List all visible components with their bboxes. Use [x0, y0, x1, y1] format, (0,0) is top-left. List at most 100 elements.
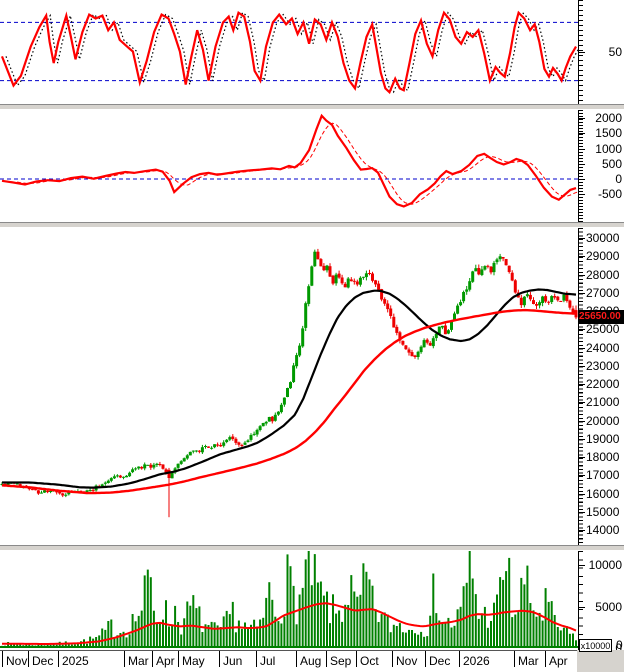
y-axis-label: 14000: [586, 523, 620, 537]
candle-body: [149, 464, 153, 468]
volume-bar: [404, 632, 407, 648]
month-label: Dec: [429, 654, 451, 668]
month-tick: [256, 651, 257, 667]
candle-body: [295, 355, 299, 367]
candle-body: [574, 310, 578, 318]
candle-body: [146, 464, 150, 466]
major-tick: [579, 457, 585, 458]
volume-bar: [28, 643, 31, 648]
candle-body: [383, 299, 387, 304]
volume-bar: [301, 587, 304, 648]
volume-bar: [52, 643, 55, 648]
volume-bar: [313, 554, 316, 648]
volume-bar: [171, 624, 174, 648]
volume-bar: [453, 625, 456, 648]
candle-wick: [362, 276, 364, 280]
volume-bar: [247, 627, 249, 648]
volume-bar: [538, 612, 541, 648]
candle-body: [434, 333, 438, 339]
volume-bar: [356, 596, 359, 648]
candle-body: [170, 472, 174, 479]
candle-body: [109, 478, 113, 481]
candle-body: [371, 273, 374, 281]
candle-body: [155, 463, 159, 465]
candle-body: [522, 296, 526, 306]
price-candles-plot[interactable]: [0, 228, 578, 545]
volume-bar: [441, 623, 444, 648]
volume-bar: [535, 616, 538, 648]
volume-bar: [122, 631, 125, 648]
major-tick: [579, 475, 585, 476]
candle-body: [507, 265, 511, 272]
volume-bar: [438, 620, 441, 648]
candle-body: [225, 439, 229, 442]
candle-body: [128, 472, 132, 477]
y-axis-label: 29000: [586, 249, 620, 263]
month-label: Apr: [156, 654, 175, 668]
candle-body: [465, 289, 469, 292]
y-axis-label: 0: [615, 641, 622, 655]
panel-splitter-1[interactable]: [0, 104, 624, 110]
candle-body: [419, 346, 423, 353]
volume-bar: [541, 620, 544, 648]
candle-body: [249, 435, 253, 440]
volume-bar: [319, 581, 322, 648]
candle-body: [176, 463, 180, 468]
price-y-axis: 3000029000280002700026000250002400023000…: [578, 228, 624, 545]
candle-body: [219, 445, 223, 447]
y-axis-label: 0: [615, 172, 622, 186]
y-axis-label: 18000: [586, 450, 620, 464]
candle-body: [103, 482, 107, 484]
volume-bar: [225, 610, 228, 648]
candle-body: [234, 438, 238, 443]
volume-bar: [195, 608, 198, 648]
y-axis-label: 2000: [595, 111, 622, 125]
volume-bar: [119, 633, 122, 648]
panel-splitter-3[interactable]: [0, 545, 624, 551]
y-axis-label: 1000: [595, 142, 622, 156]
candle-body: [355, 281, 359, 285]
candle-body: [106, 480, 110, 483]
volume-bar: [222, 616, 225, 648]
major-tick: [579, 439, 585, 440]
volume-bar: [10, 643, 13, 648]
major-tick: [579, 384, 585, 385]
momentum-plot[interactable]: [0, 110, 578, 222]
candle-body: [264, 421, 268, 424]
candle-body: [562, 294, 566, 301]
volume-bar: [420, 631, 423, 648]
candle-body: [289, 382, 292, 389]
candle-wick: [502, 257, 504, 262]
candle-body: [446, 330, 450, 334]
candle-body: [0, 484, 4, 485]
panel-splitter-2[interactable]: [0, 222, 624, 228]
volume-bar: [341, 621, 344, 648]
candle-body: [538, 302, 542, 306]
candle-body: [304, 303, 308, 328]
candle-body: [200, 447, 204, 453]
oscillator-plot[interactable]: [0, 0, 578, 104]
volume-bar: [219, 627, 222, 648]
candle-body: [261, 423, 265, 427]
candle-body: [428, 342, 432, 346]
volume-plot[interactable]: [0, 551, 578, 650]
volume-bar: [417, 634, 420, 648]
candle-body: [407, 349, 411, 353]
major-tick: [579, 494, 585, 495]
major-tick: [579, 421, 585, 422]
momentum-signal-line: [3, 122, 578, 205]
volume-bar: [398, 623, 401, 648]
volume-bar: [244, 622, 246, 648]
candle-body: [88, 490, 92, 492]
candle-body: [504, 259, 508, 266]
volume-bar: [213, 622, 216, 648]
major-tick: [579, 565, 585, 566]
month-label: May: [182, 654, 205, 668]
candle-body: [398, 332, 402, 341]
candle-body: [210, 447, 214, 449]
volume-bar: [189, 605, 192, 648]
candle-wick: [350, 277, 352, 282]
major-tick: [579, 238, 585, 239]
volume-bar: [435, 613, 438, 648]
volume-bar: [395, 626, 398, 648]
